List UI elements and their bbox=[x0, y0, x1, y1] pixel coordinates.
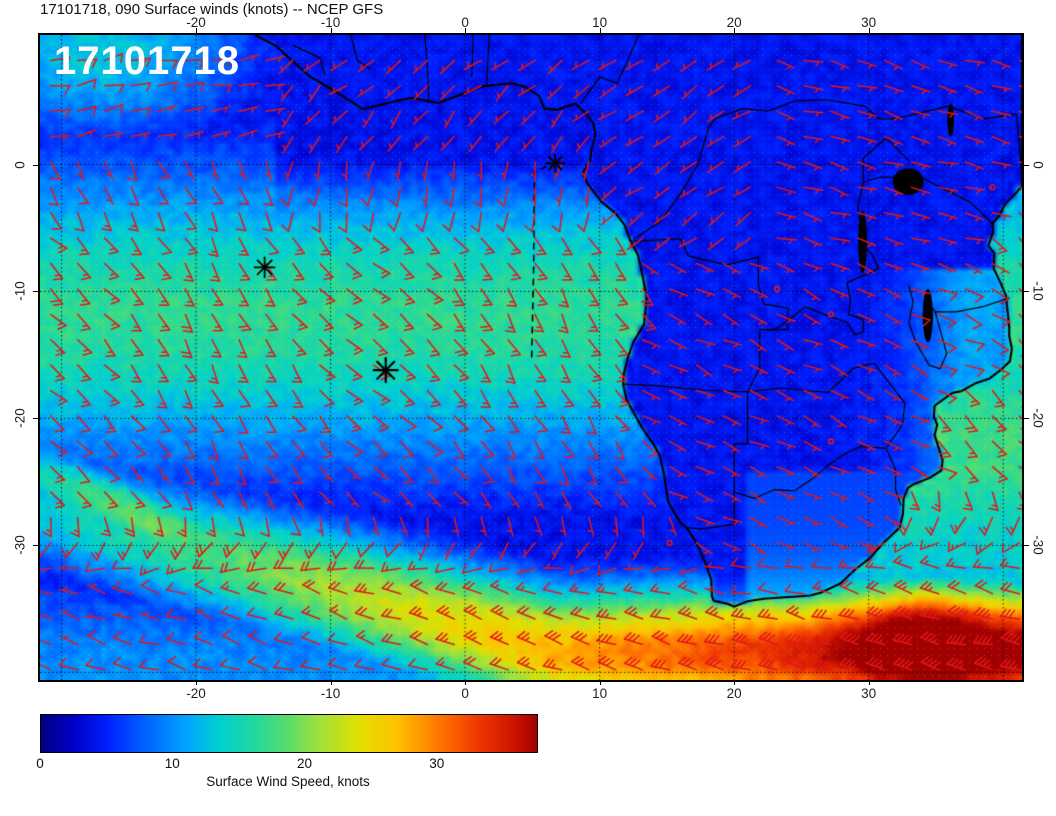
chart-title: 17101718, 090 Surface winds (knots) -- N… bbox=[40, 1, 384, 18]
lat-tick-label-left: 0 bbox=[12, 160, 28, 169]
lon-tickmark-bottom bbox=[599, 680, 601, 685]
lon-tickmark-top bbox=[196, 28, 198, 33]
lat-tickmark-right bbox=[1024, 164, 1029, 166]
lon-tick-label-bottom: -20 bbox=[186, 686, 206, 701]
lon-tickmark-bottom bbox=[868, 680, 870, 685]
map-date-label: 17101718 bbox=[54, 39, 240, 83]
lon-tickmark-bottom bbox=[330, 680, 332, 685]
lat-tickmark-left bbox=[33, 291, 38, 293]
colorbar-tick-label: 0 bbox=[36, 756, 44, 771]
lat-tickmark-right bbox=[1024, 291, 1029, 293]
lat-tick-label-left: -10 bbox=[12, 281, 28, 302]
lon-tick-label-top: 20 bbox=[726, 15, 742, 30]
lat-tick-label-right: -10 bbox=[1030, 281, 1046, 302]
lat-tick-label-right: -20 bbox=[1030, 408, 1046, 429]
lon-tick-label-top: 0 bbox=[461, 15, 469, 30]
lon-tickmark-top bbox=[734, 28, 736, 33]
lon-tick-label-top: 10 bbox=[592, 15, 608, 30]
lon-tickmark-top bbox=[599, 28, 601, 33]
lon-tick-label-top: 30 bbox=[861, 15, 877, 30]
map-canvas bbox=[40, 35, 1022, 680]
lat-tickmark-right bbox=[1024, 545, 1029, 547]
lat-tick-label-right: 0 bbox=[1030, 160, 1046, 169]
lon-tickmark-bottom bbox=[465, 680, 467, 685]
lat-tickmark-right bbox=[1024, 418, 1029, 420]
lon-tick-label-top: -20 bbox=[186, 15, 206, 30]
colorbar-label: Surface Wind Speed, knots bbox=[206, 774, 370, 789]
lon-tickmark-bottom bbox=[196, 680, 198, 685]
lon-tick-label-bottom: 30 bbox=[861, 686, 877, 701]
lat-tickmark-left bbox=[33, 418, 38, 420]
colorbar-tick-label: 30 bbox=[429, 756, 445, 771]
lon-tick-label-bottom: 0 bbox=[461, 686, 469, 701]
lat-tick-label-right: -30 bbox=[1030, 535, 1046, 556]
lon-tickmark-top bbox=[330, 28, 332, 33]
lon-tick-label-bottom: 20 bbox=[726, 686, 742, 701]
lat-tickmark-left bbox=[33, 164, 38, 166]
map-frame: 17101718 bbox=[38, 33, 1024, 682]
lat-tickmark-left bbox=[33, 545, 38, 547]
lat-tick-label-left: -30 bbox=[12, 535, 28, 556]
lon-tick-label-bottom: 10 bbox=[592, 686, 608, 701]
lon-tick-label-bottom: -10 bbox=[320, 686, 341, 701]
lon-tickmark-top bbox=[465, 28, 467, 33]
lon-tickmark-bottom bbox=[734, 680, 736, 685]
lon-tick-label-top: -10 bbox=[320, 15, 341, 30]
lon-tickmark-top bbox=[868, 28, 870, 33]
colorbar-gradient bbox=[40, 714, 538, 753]
lat-tick-label-left: -20 bbox=[12, 408, 28, 429]
colorbar-tick-label: 10 bbox=[164, 756, 180, 771]
colorbar-tick-label: 20 bbox=[297, 756, 313, 771]
